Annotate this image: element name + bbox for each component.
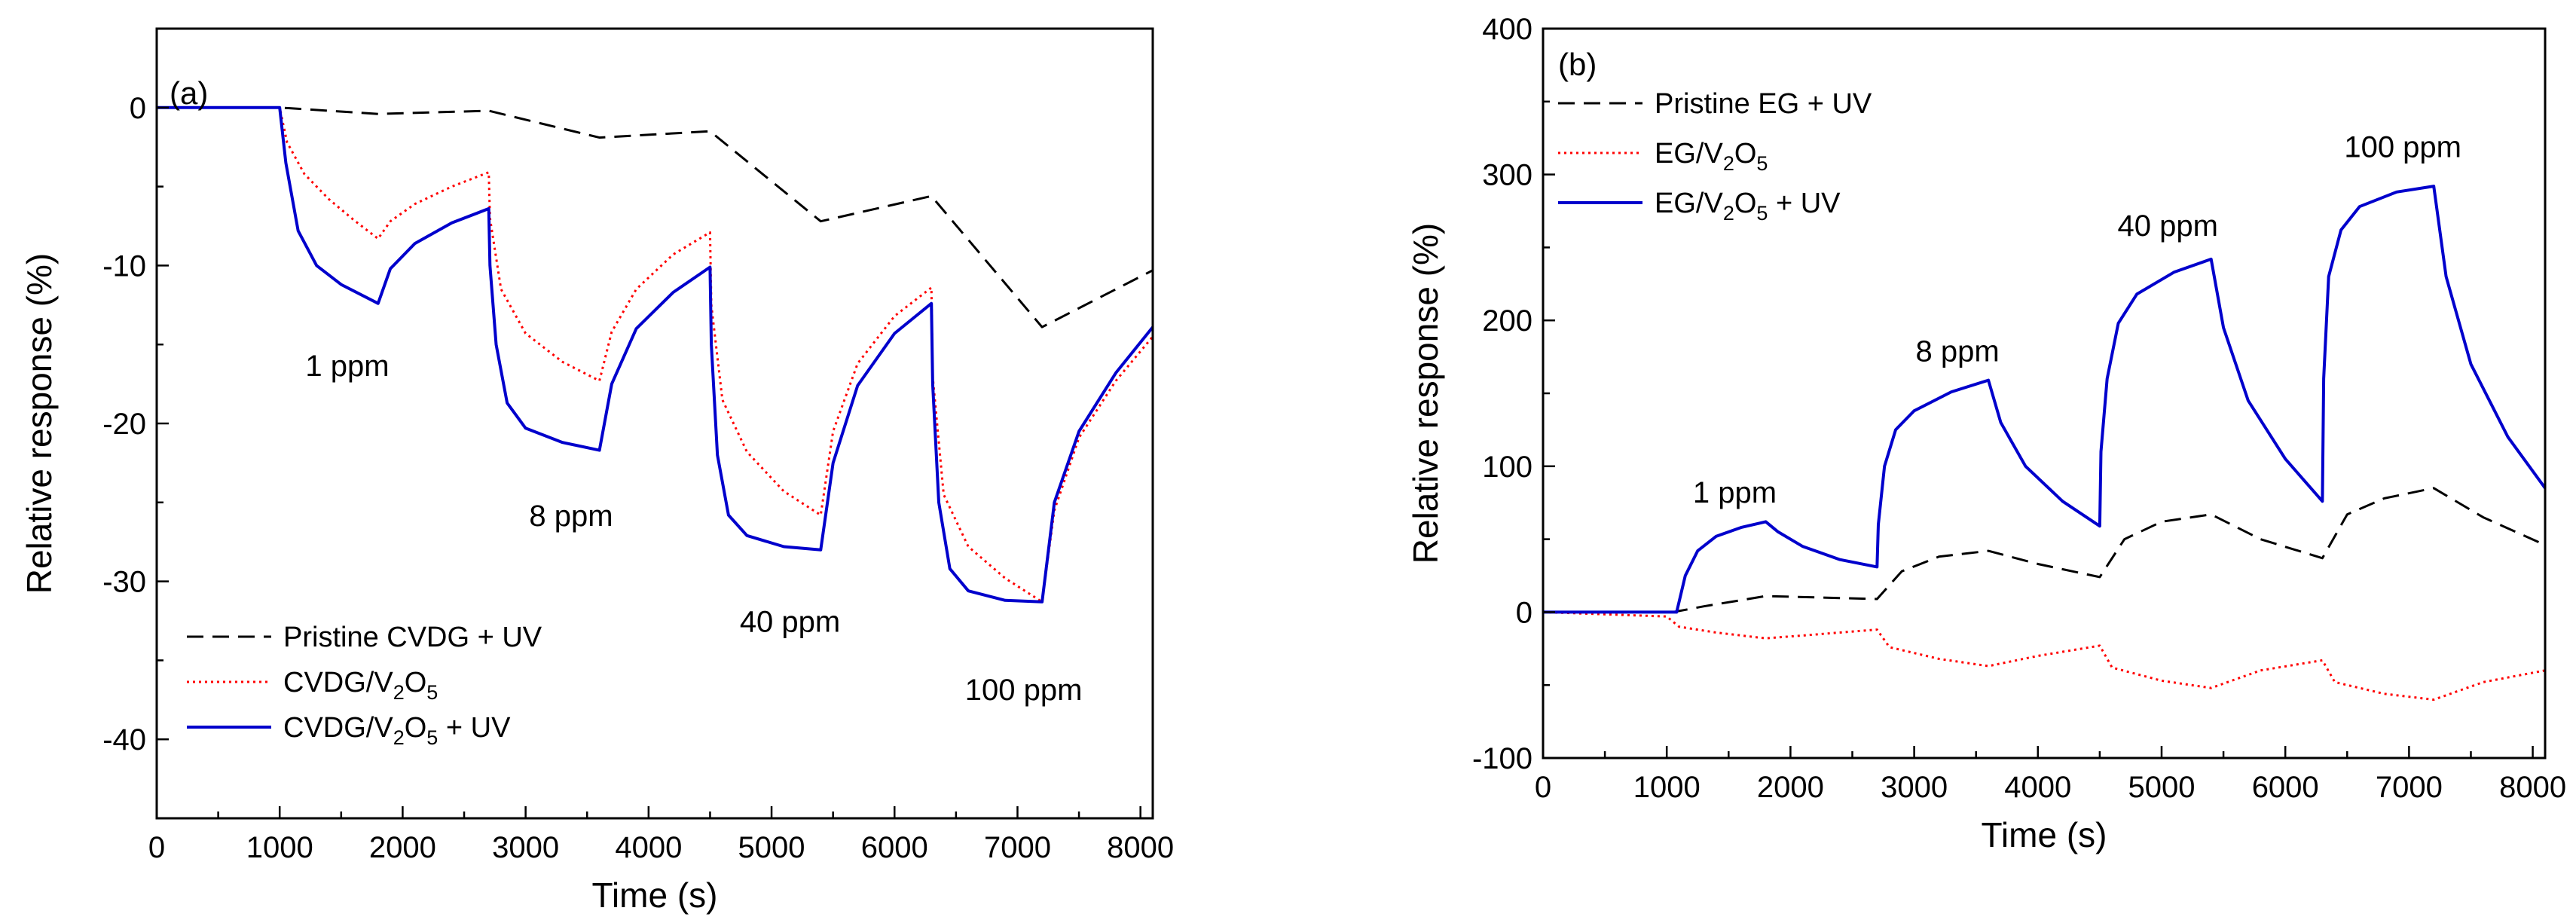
x-tick-label: 7000	[2376, 771, 2443, 804]
y-tick-label: 0	[130, 92, 146, 125]
x-tick-label: 6000	[2252, 771, 2319, 804]
chart-panel-a: 0 1000 2000 3000 4000 5000 6000 7000 8000 0 -10 -20…	[20, 27, 1174, 915]
series-line-2	[157, 106, 1154, 604]
x-tick-label: 2000	[369, 831, 436, 864]
series-line-1	[157, 106, 1154, 329]
concentration-label: 40 ppm	[2117, 209, 2217, 243]
y-tick-label: -10	[102, 249, 146, 283]
x-tick-label: 5000	[2128, 771, 2195, 804]
y-axis-title: Relative response (%)	[1406, 223, 1445, 564]
concentration-label: 8 ppm	[1915, 335, 1999, 368]
x-tick-label: 1000	[246, 831, 313, 864]
concentration-label: 100 ppm	[2344, 130, 2461, 164]
x-axis-title: Time (s)	[592, 876, 718, 915]
legend-label: EG/V2O5	[1655, 138, 1768, 175]
series-line-3	[1543, 185, 2547, 614]
y-tick-label: 100	[1482, 451, 1532, 484]
concentration-label: 40 ppm	[740, 606, 840, 639]
y-tick-label: 400	[1482, 13, 1532, 46]
concentration-label: 1 ppm	[305, 350, 389, 383]
y-tick-label: -20	[102, 408, 146, 441]
x-tick-label: 0	[1535, 771, 1551, 804]
y-tick-label: 300	[1482, 159, 1532, 192]
x-tick-label: 4000	[615, 831, 682, 864]
y-tick-label: -30	[102, 566, 146, 599]
y-tick-label: 0	[1516, 596, 1532, 629]
x-tick-label: 7000	[984, 831, 1051, 864]
panel-label: (b)	[1558, 47, 1597, 82]
x-tick-label: 1000	[1633, 771, 1701, 804]
panel-label: (a)	[170, 75, 208, 111]
x-tick-label: 6000	[861, 831, 928, 864]
series-line-3	[157, 105, 1154, 604]
x-tick-label: 3000	[492, 831, 559, 864]
legend-label: Pristine EG + UV	[1655, 88, 1872, 120]
concentration-label: 8 ppm	[529, 500, 613, 533]
legend-label: CVDG/V2O5	[283, 667, 438, 704]
concentration-label: 100 ppm	[965, 674, 1083, 707]
y-tick-label: -40	[102, 723, 146, 756]
x-tick-label: 5000	[738, 831, 805, 864]
x-tick-label: 3000	[1881, 771, 1948, 804]
legend-label: EG/V2O5 + UV	[1655, 188, 1841, 225]
concentration-label: 1 ppm	[1693, 476, 1777, 509]
series-line-1	[1543, 487, 2546, 613]
y-tick-label: -100	[1472, 742, 1532, 775]
chart-panel-b: 0 1000 2000 3000 4000 5000 6000 7000 8000-100010…	[1406, 13, 2566, 854]
x-axis-title: Time (s)	[1982, 815, 2107, 854]
x-tick-label: 4000	[2004, 771, 2071, 804]
x-tick-label: 8000	[1107, 831, 1174, 864]
y-tick-label: 200	[1482, 304, 1532, 338]
x-tick-label: 8000	[2499, 771, 2566, 804]
x-tick-label: 0	[148, 831, 165, 864]
legend-label: CVDG/V2O5 + UV	[283, 712, 511, 749]
legend-label: Pristine CVDG + UV	[283, 622, 542, 653]
y-axis-title: Relative response (%)	[20, 253, 59, 594]
series-line-2	[1542, 610, 2546, 701]
x-tick-label: 2000	[1757, 771, 1824, 804]
